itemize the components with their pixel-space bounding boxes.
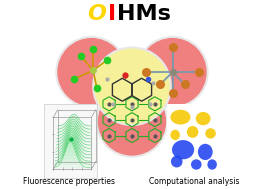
Circle shape — [97, 86, 167, 157]
Text: O: O — [88, 4, 106, 24]
Circle shape — [93, 47, 171, 125]
Text: HMs: HMs — [117, 4, 171, 24]
Circle shape — [56, 37, 127, 107]
Text: Computational analysis: Computational analysis — [149, 177, 240, 186]
Text: Fluorescence properties: Fluorescence properties — [23, 177, 115, 186]
Circle shape — [137, 37, 208, 107]
Text: I: I — [108, 4, 116, 24]
